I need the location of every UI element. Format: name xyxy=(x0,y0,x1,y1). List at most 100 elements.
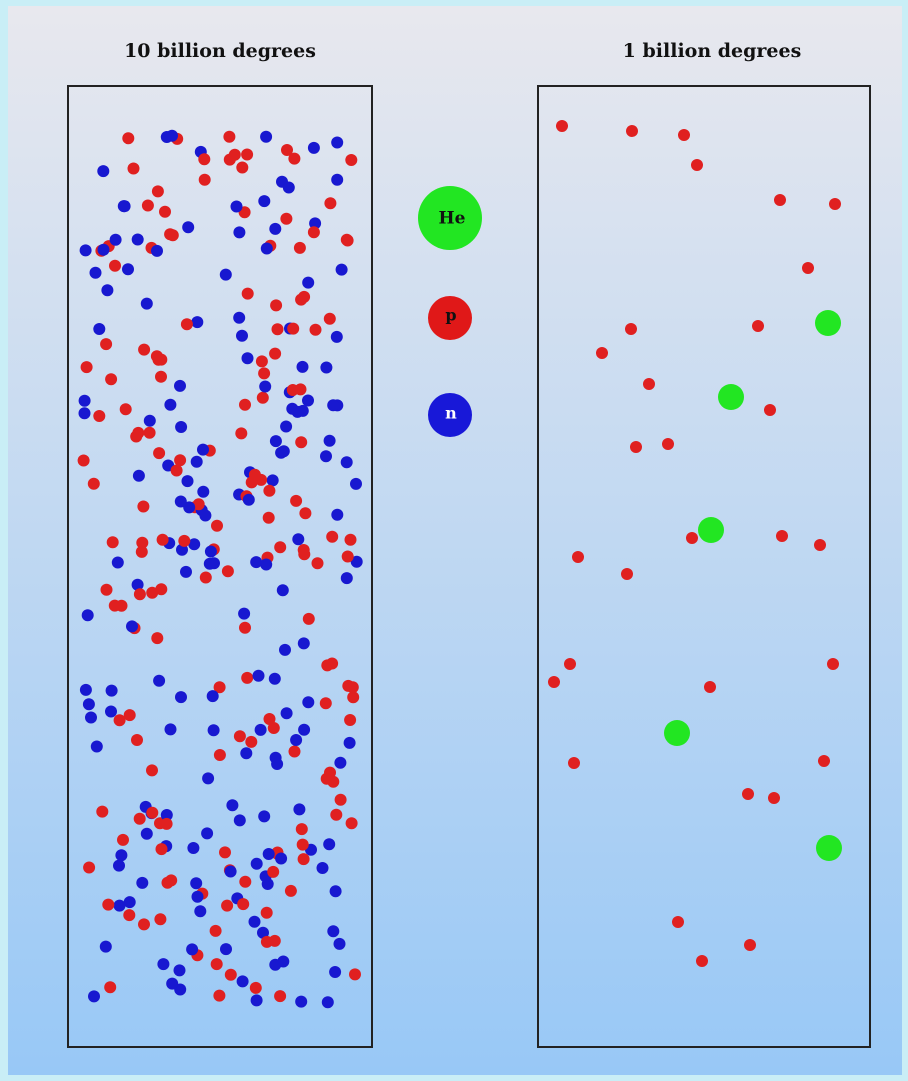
neutron xyxy=(240,747,252,759)
neutron xyxy=(253,670,265,682)
neutron xyxy=(106,685,118,697)
proton xyxy=(200,572,212,584)
proton xyxy=(245,736,257,748)
neutron xyxy=(280,421,292,433)
legend-label: p xyxy=(445,306,456,325)
neutron xyxy=(250,556,262,568)
helium xyxy=(815,310,841,336)
neutron xyxy=(259,381,271,393)
neutron xyxy=(329,966,341,978)
proton xyxy=(303,613,315,625)
neutron xyxy=(271,758,283,770)
proton xyxy=(564,658,576,670)
neutron xyxy=(260,559,272,571)
proton xyxy=(137,501,149,513)
neutron xyxy=(251,994,263,1006)
proton xyxy=(744,939,756,951)
proton xyxy=(211,520,223,532)
proton xyxy=(298,291,310,303)
neutron xyxy=(166,130,178,142)
proton xyxy=(289,746,301,758)
neutron xyxy=(267,474,279,486)
proton xyxy=(298,853,310,865)
proton xyxy=(776,530,788,542)
proton xyxy=(310,324,322,336)
neutron xyxy=(331,174,343,186)
neutron xyxy=(113,860,125,872)
proton xyxy=(134,813,146,825)
neutron xyxy=(191,316,203,328)
proton xyxy=(116,600,128,612)
neutron xyxy=(290,734,302,746)
neutron xyxy=(197,444,209,456)
proton xyxy=(704,681,716,693)
neutron xyxy=(165,723,177,735)
proton xyxy=(349,968,361,980)
proton xyxy=(324,197,336,209)
neutron xyxy=(82,609,94,621)
neutron xyxy=(298,724,310,736)
proton xyxy=(287,323,299,335)
neutron xyxy=(175,496,187,508)
neutron xyxy=(207,690,219,702)
neutron xyxy=(187,842,199,854)
neutron xyxy=(151,245,163,257)
neutron xyxy=(133,470,145,482)
neutron xyxy=(277,584,289,596)
neutron xyxy=(220,943,232,955)
proton xyxy=(768,792,780,804)
neutron xyxy=(186,943,198,955)
neutron xyxy=(100,941,112,953)
neutron xyxy=(136,877,148,889)
neutron xyxy=(174,380,186,392)
neutron xyxy=(283,182,295,194)
neutron xyxy=(327,399,339,411)
proton xyxy=(211,958,223,970)
neutron xyxy=(269,959,281,971)
proton xyxy=(229,149,241,161)
proton xyxy=(696,955,708,967)
proton xyxy=(320,697,332,709)
proton xyxy=(223,131,235,143)
proton xyxy=(290,495,302,507)
proton xyxy=(643,378,655,390)
neutron xyxy=(122,263,134,275)
neutron xyxy=(180,566,192,578)
neutron xyxy=(320,362,332,374)
proton xyxy=(678,129,690,141)
proton xyxy=(280,213,292,225)
proton xyxy=(344,714,356,726)
proton xyxy=(161,818,173,830)
proton xyxy=(156,843,168,855)
proton xyxy=(100,338,112,350)
neutron xyxy=(83,698,95,710)
neutron xyxy=(166,978,178,990)
proton xyxy=(138,918,150,930)
proton xyxy=(152,185,164,197)
proton xyxy=(181,318,193,330)
proton xyxy=(274,990,286,1002)
neutron xyxy=(205,546,217,558)
neutron xyxy=(208,724,220,736)
helium xyxy=(718,384,744,410)
proton xyxy=(114,714,126,726)
proton xyxy=(241,149,253,161)
proton xyxy=(257,392,269,404)
proton xyxy=(294,242,306,254)
proton xyxy=(827,658,839,670)
proton xyxy=(105,373,117,385)
proton xyxy=(295,436,307,448)
neutron xyxy=(191,456,203,468)
proton xyxy=(342,551,354,563)
proton xyxy=(662,438,674,450)
proton xyxy=(308,226,320,238)
proton xyxy=(814,539,826,551)
neutron xyxy=(324,435,336,447)
neutron xyxy=(242,352,254,364)
neutron xyxy=(275,853,287,865)
proton xyxy=(239,399,251,411)
diagram: 10 billion degrees 1 billion degrees He … xyxy=(0,0,908,1081)
neutron xyxy=(341,456,353,468)
neutron xyxy=(334,938,346,950)
proton xyxy=(312,557,324,569)
